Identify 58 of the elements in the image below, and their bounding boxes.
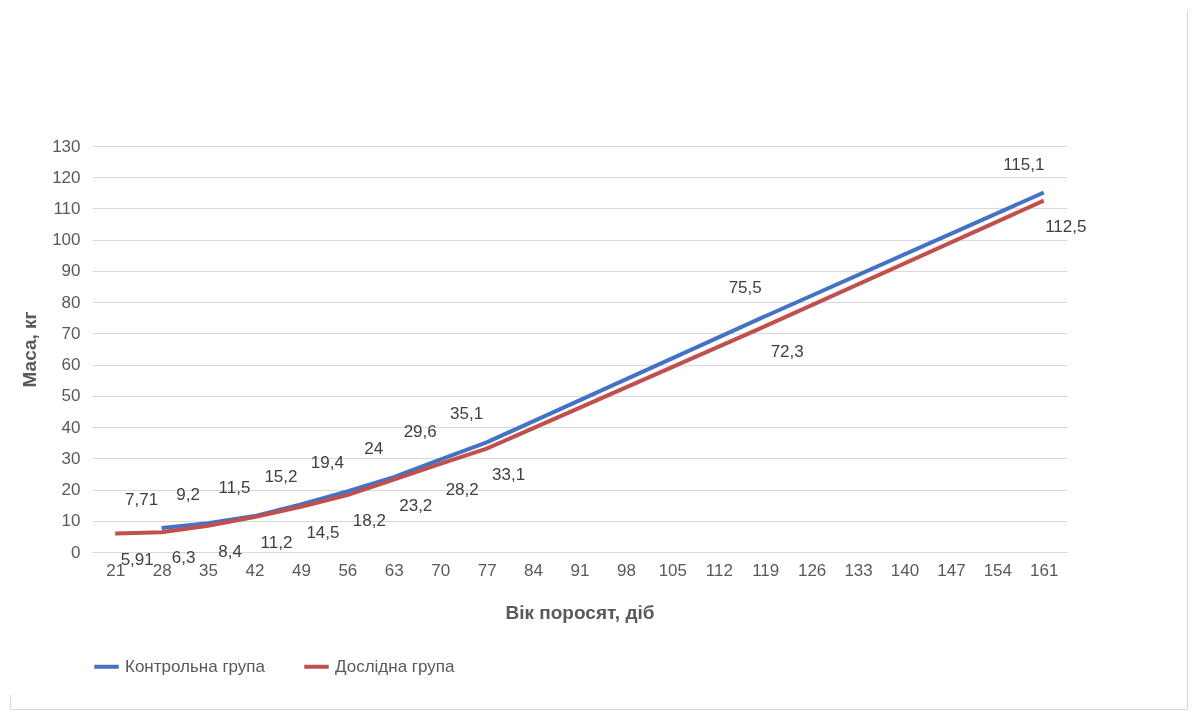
legend-label: Контрольна група <box>125 656 266 676</box>
x-tick-label: 70 <box>431 560 451 580</box>
data-label: 8,4 <box>218 541 242 561</box>
data-label: 6,3 <box>171 548 196 568</box>
data-label: 33,1 <box>492 464 526 484</box>
data-label: 18,2 <box>352 511 386 531</box>
x-tick-label: 91 <box>570 560 590 580</box>
x-axis-title: Вік поросят, діб <box>505 601 655 623</box>
x-tick-label: 105 <box>658 560 688 580</box>
x-tick-label: 161 <box>1030 560 1059 580</box>
y-tick-label: 30 <box>61 448 81 468</box>
data-label: 23,2 <box>399 495 433 515</box>
y-tick-label: 0 <box>71 542 81 562</box>
x-tick-label: 119 <box>752 560 780 580</box>
data-label: 29,6 <box>403 421 437 441</box>
x-tick-label: 77 <box>477 560 497 580</box>
data-label: 15,2 <box>264 466 298 486</box>
data-label: 19,4 <box>310 453 344 473</box>
y-tick-label: 40 <box>61 417 81 437</box>
y-tick-label: 110 <box>53 198 81 218</box>
data-label: 14,5 <box>306 522 340 542</box>
y-tick-label: 80 <box>61 292 81 312</box>
x-tick-label: 126 <box>797 560 827 580</box>
y-axis-title: Маса, кг <box>19 311 41 388</box>
y-tick-label: 50 <box>61 386 81 406</box>
data-label: 75,5 <box>728 278 762 298</box>
x-tick-label: 84 <box>524 560 544 580</box>
x-tick-label: 147 <box>937 560 966 580</box>
x-tick-label: 42 <box>245 560 265 580</box>
x-tick-label: 98 <box>616 560 636 580</box>
x-tick-label: 56 <box>338 560 358 580</box>
y-tick-label: 70 <box>61 323 81 343</box>
x-tick-label: 63 <box>384 560 404 580</box>
x-tick-label: 154 <box>983 560 1013 580</box>
data-label: 24 <box>364 439 384 459</box>
data-label: 28,2 <box>445 479 479 499</box>
x-tick-label: 49 <box>291 560 311 580</box>
y-tick-label: 130 <box>52 136 81 156</box>
y-tick-label: 100 <box>52 230 81 250</box>
data-label: 72,3 <box>770 342 804 362</box>
data-label: 35,1 <box>450 404 484 424</box>
data-label: 112,5 <box>1045 216 1087 236</box>
y-tick-label: 120 <box>52 167 81 187</box>
y-tick-label: 10 <box>61 511 81 531</box>
x-tick-label: 28 <box>152 560 172 580</box>
data-label: 7,71 <box>125 489 159 509</box>
x-tick-label: 35 <box>199 560 219 580</box>
data-label: 11,2 <box>260 533 293 553</box>
x-tick-label: 133 <box>844 560 873 580</box>
data-label: 9,2 <box>176 485 200 505</box>
legend-label: Дослідна група <box>335 656 456 676</box>
y-tick-label: 90 <box>61 261 81 281</box>
x-tick-label: 112 <box>705 560 733 580</box>
y-tick-label: 20 <box>61 480 81 500</box>
y-tick-label: 60 <box>61 355 81 375</box>
data-label: 11,5 <box>218 478 251 498</box>
x-tick-label: 140 <box>890 560 920 580</box>
data-label: 115,1 <box>1003 154 1045 174</box>
